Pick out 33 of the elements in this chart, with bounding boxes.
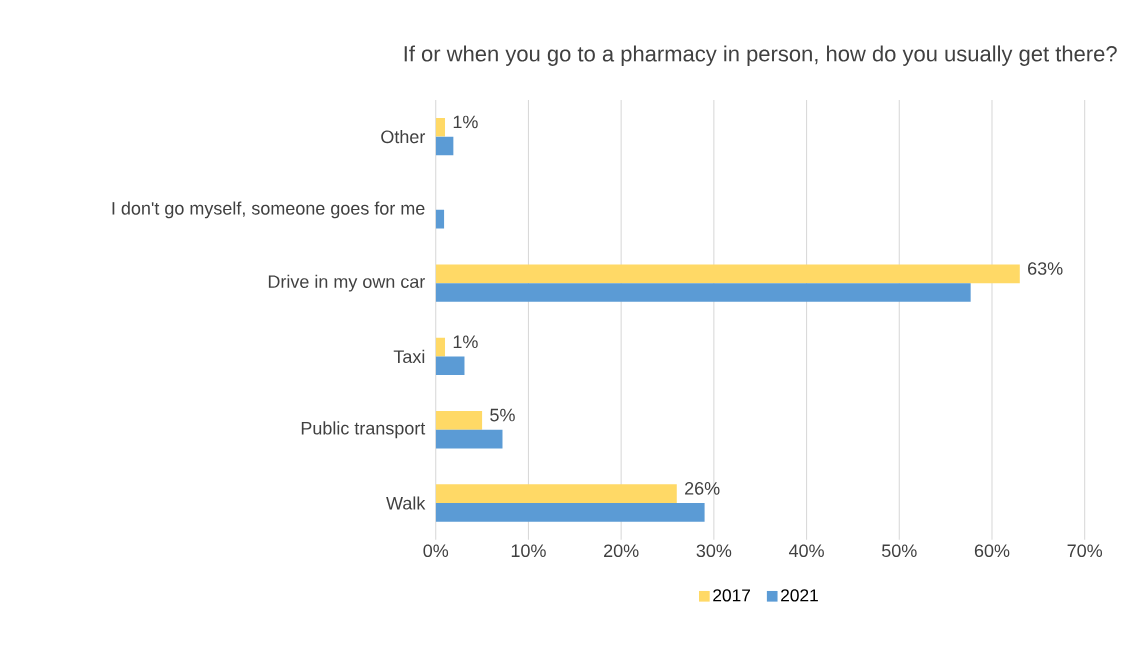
chart-title: If or when you go to a pharmacy in person, how do you usually get there? bbox=[404, 45, 1117, 66]
bar bbox=[435, 209, 445, 229]
data-label: 63% bbox=[1028, 262, 1063, 275]
bar bbox=[435, 429, 503, 449]
bar bbox=[435, 484, 677, 503]
bar bbox=[435, 502, 705, 522]
bar bbox=[435, 136, 454, 156]
data-label: 5% bbox=[490, 408, 515, 422]
bar bbox=[435, 283, 971, 302]
y-tick-label: Taxi bbox=[393, 349, 425, 363]
legend-label: 2021 bbox=[781, 589, 818, 602]
bar bbox=[435, 117, 446, 137]
y-tick-label: Drive in my own car bbox=[268, 274, 426, 292]
x-tick-label: 40% bbox=[788, 544, 824, 557]
x-tick-label: 60% bbox=[974, 544, 1010, 557]
y-tick-label: I don't go myself, someone goes for me bbox=[112, 201, 425, 219]
y-tick-label: Other bbox=[381, 129, 426, 144]
legend-label: 2017 bbox=[713, 589, 750, 602]
x-tick-label: 20% bbox=[604, 544, 639, 557]
x-tick-label: 10% bbox=[511, 544, 546, 557]
bar bbox=[435, 264, 1020, 284]
bar bbox=[435, 410, 483, 430]
x-tick-label: 50% bbox=[881, 544, 917, 557]
y-tick-label: Public transport bbox=[301, 421, 426, 439]
data-label: 26% bbox=[685, 481, 720, 495]
data-label: 1% bbox=[453, 115, 478, 129]
bar bbox=[435, 337, 446, 357]
data-label: 1% bbox=[453, 335, 478, 348]
x-tick-label: 70% bbox=[1067, 544, 1103, 557]
x-tick-label: 30% bbox=[696, 544, 732, 557]
x-tick-label: 0% bbox=[423, 544, 449, 557]
y-tick-label: Walk bbox=[386, 496, 426, 510]
bar bbox=[435, 356, 465, 375]
